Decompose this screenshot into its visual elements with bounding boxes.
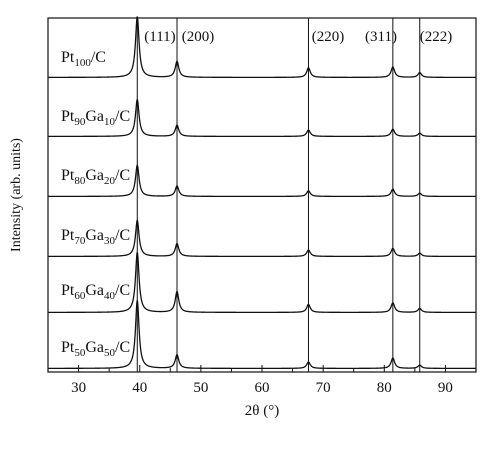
label-subscript: 50: [74, 347, 86, 359]
series-traces: [48, 16, 476, 370]
reference-line-label: (220): [312, 29, 345, 45]
label-text: Pt: [61, 108, 75, 125]
series-label: Pt100/C: [61, 49, 106, 69]
label-subscript: 20: [104, 175, 116, 187]
label-subscript: 10: [104, 116, 116, 128]
label-text: Pt: [61, 167, 75, 184]
series-trace: [48, 252, 476, 314]
series-trace: [48, 97, 476, 138]
label-subscript: 90: [74, 116, 86, 128]
x-tick-label: 90: [438, 380, 453, 396]
label-text: /C: [115, 227, 130, 244]
label-subscript: 50: [104, 347, 116, 359]
label-subscript: 30: [104, 235, 116, 247]
x-axis-ticks: 30 40 50 60 70 80 90: [71, 365, 453, 396]
series-label: Pt50Ga50/C: [61, 339, 130, 359]
label-text: Ga: [85, 227, 104, 244]
reference-line-label: (222): [420, 29, 453, 45]
x-tick-label: 80: [377, 380, 392, 396]
x-tick-label: 30: [71, 380, 86, 396]
series-label: Pt60Ga40/C: [61, 282, 130, 302]
label-text: Pt: [61, 49, 75, 66]
label-text: Ga: [85, 339, 104, 356]
series-label: Pt70Ga30/C: [61, 227, 130, 247]
reference-line-label: (111): [144, 29, 175, 45]
series-label: Pt90Ga10/C: [61, 108, 130, 128]
label-text: /C: [115, 339, 130, 356]
label-text: /C: [115, 282, 130, 299]
reference-line-label: (200): [182, 29, 215, 45]
label-text: Pt: [61, 282, 75, 299]
series-labels: Pt100/CPt90Ga10/CPt80Ga20/CPt70Ga30/CPt6…: [61, 49, 130, 359]
label-subscript: 70: [74, 235, 86, 247]
label-text: Ga: [85, 167, 104, 184]
x-tick-label: 50: [193, 380, 208, 396]
x-tick-label: 70: [316, 380, 331, 396]
plot-frame: [47, 17, 477, 373]
label-text: /C: [115, 108, 130, 125]
label-text: Ga: [85, 282, 104, 299]
series-trace: [48, 218, 476, 258]
label-text: Ga: [85, 108, 104, 125]
x-tick-label: 40: [132, 380, 147, 396]
series-trace: [48, 16, 476, 79]
reference-lines: (111) (200) (220) (311) (222): [136, 18, 453, 372]
label-text: /C: [91, 49, 106, 66]
x-axis-label: 2θ (°): [245, 403, 279, 419]
label-text: Pt: [61, 339, 75, 356]
label-text: /C: [115, 167, 130, 184]
reference-line-label: (311): [365, 29, 397, 45]
label-subscript: 60: [74, 290, 86, 302]
y-axis-label: Intensity (arb. units): [9, 138, 24, 252]
series-trace: [48, 163, 476, 198]
label-subscript: 40: [104, 290, 116, 302]
x-tick-label: 60: [255, 380, 270, 396]
label-text: Pt: [61, 227, 75, 244]
label-subscript: 100: [74, 57, 91, 69]
series-label: Pt80Ga20/C: [61, 167, 130, 187]
label-subscript: 80: [74, 175, 86, 187]
